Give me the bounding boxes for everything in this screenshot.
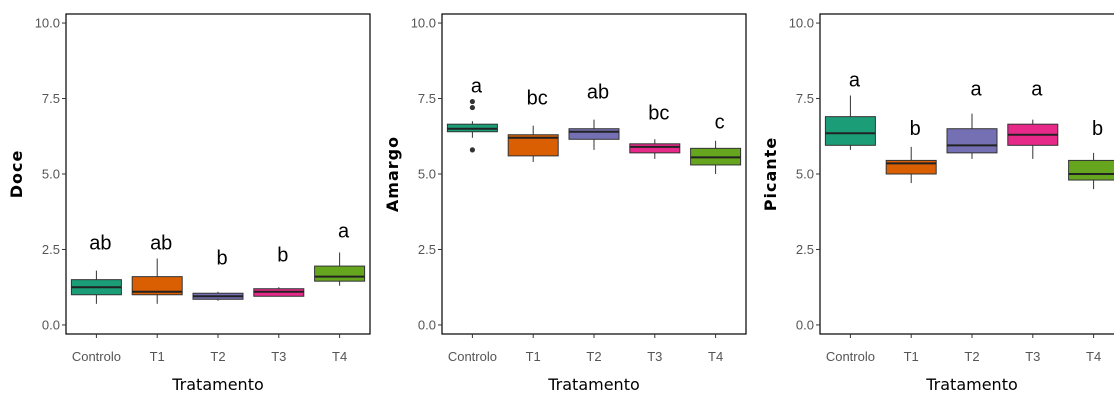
box-T3: b [253, 245, 305, 297]
significance-letter: bc [527, 88, 548, 110]
y-tick-label: 2.5 [418, 242, 436, 257]
y-tick-label: 5.0 [796, 167, 814, 182]
y-axis-title: Amargo [383, 136, 402, 212]
panel-3: 0.0 2.5 5.0 7.5 10.0 Controlo T1 T2 T3 T4 Tratamen… [761, 13, 1114, 394]
box-body [568, 128, 620, 140]
box-T1: bc [507, 88, 559, 162]
box-T2: a [946, 79, 998, 159]
box-T1: b [885, 118, 937, 184]
box-body [946, 128, 998, 154]
significance-letter: ab [587, 82, 609, 104]
box-T4: a [314, 220, 366, 286]
significance-letter: a [970, 79, 982, 101]
outlier-point [469, 98, 475, 105]
y-tick-label: 2.5 [796, 242, 814, 257]
box-T1: ab [131, 232, 183, 304]
y-tick-label: 0.0 [796, 317, 814, 332]
y-tick-label: 2.5 [42, 242, 60, 257]
significance-letter: ab [89, 232, 111, 254]
significance-letter: b [1092, 118, 1103, 140]
box-T4: b [1068, 118, 1114, 190]
panel-1: 0.0 2.5 5.0 7.5 10.0 Controlo T1 T2 T3 T4 Tratamen… [7, 13, 371, 394]
x-tick-label: T4 [332, 349, 347, 364]
significance-letter: b [216, 248, 227, 270]
significance-letter: c [715, 112, 725, 134]
y-tick-label: 0.0 [418, 317, 436, 332]
x-tick-label: T2 [210, 349, 225, 364]
box-body [314, 265, 366, 282]
box-T3: bc [629, 103, 681, 159]
box-body [824, 116, 876, 146]
x-tick-label: T4 [1086, 349, 1101, 364]
box-body [629, 143, 681, 154]
box-T2: b [192, 248, 244, 301]
y-tick-label: 10.0 [789, 16, 814, 31]
x-axis-title: Tratamento [547, 375, 640, 394]
outlier-point [469, 104, 475, 111]
x-tick-label: T1 [150, 349, 165, 364]
x-tick-label: T3 [271, 349, 286, 364]
box-Controlo: ab [70, 232, 122, 304]
x-axis-title: Tratamento [171, 375, 264, 394]
outlier-point [469, 147, 475, 153]
significance-letter: a [849, 69, 861, 91]
x-tick-label: T3 [1025, 349, 1040, 364]
box-Controlo: a [446, 75, 498, 153]
y-axis-title: Doce [7, 150, 26, 199]
x-tick-label: T2 [586, 349, 601, 364]
y-tick-label: 0.0 [42, 317, 60, 332]
y-tick-label: 7.5 [42, 91, 60, 106]
significance-letter: a [338, 220, 350, 242]
significance-letter: a [471, 75, 483, 97]
panel-border [441, 13, 747, 335]
box-body [507, 134, 559, 157]
y-tick-label: 7.5 [418, 91, 436, 106]
x-tick-label: T4 [708, 349, 723, 364]
x-axis-title: Tratamento [925, 375, 1018, 394]
x-tick-label: T1 [526, 349, 541, 364]
significance-letter: a [1031, 79, 1043, 101]
x-tick-label: T3 [647, 349, 662, 364]
box-body [131, 276, 183, 296]
y-tick-label: 7.5 [796, 91, 814, 106]
box-Controlo: a [824, 69, 876, 150]
x-tick-label: T2 [964, 349, 979, 364]
significance-letter: b [910, 118, 921, 140]
significance-letter: b [277, 245, 288, 267]
panel-2: 0.0 2.5 5.0 7.5 10.0 Controlo T1 T2 T3 T4 Tratamen… [383, 13, 747, 394]
x-tick-label: Controlo [448, 349, 497, 364]
y-tick-label: 5.0 [418, 167, 436, 182]
y-tick-label: 10.0 [35, 16, 60, 31]
y-axis-title: Picante [761, 137, 780, 211]
box-T3: a [1007, 79, 1059, 159]
box-T2: ab [568, 82, 620, 150]
box-body [1068, 159, 1114, 181]
y-tick-label: 10.0 [411, 16, 436, 31]
y-tick-label: 5.0 [42, 167, 60, 182]
box-T4: c [690, 112, 742, 174]
significance-letter: ab [150, 232, 172, 254]
x-tick-label: T1 [904, 349, 919, 364]
x-tick-label: Controlo [826, 349, 875, 364]
significance-letter: bc [648, 103, 669, 125]
x-tick-label: Controlo [72, 349, 121, 364]
